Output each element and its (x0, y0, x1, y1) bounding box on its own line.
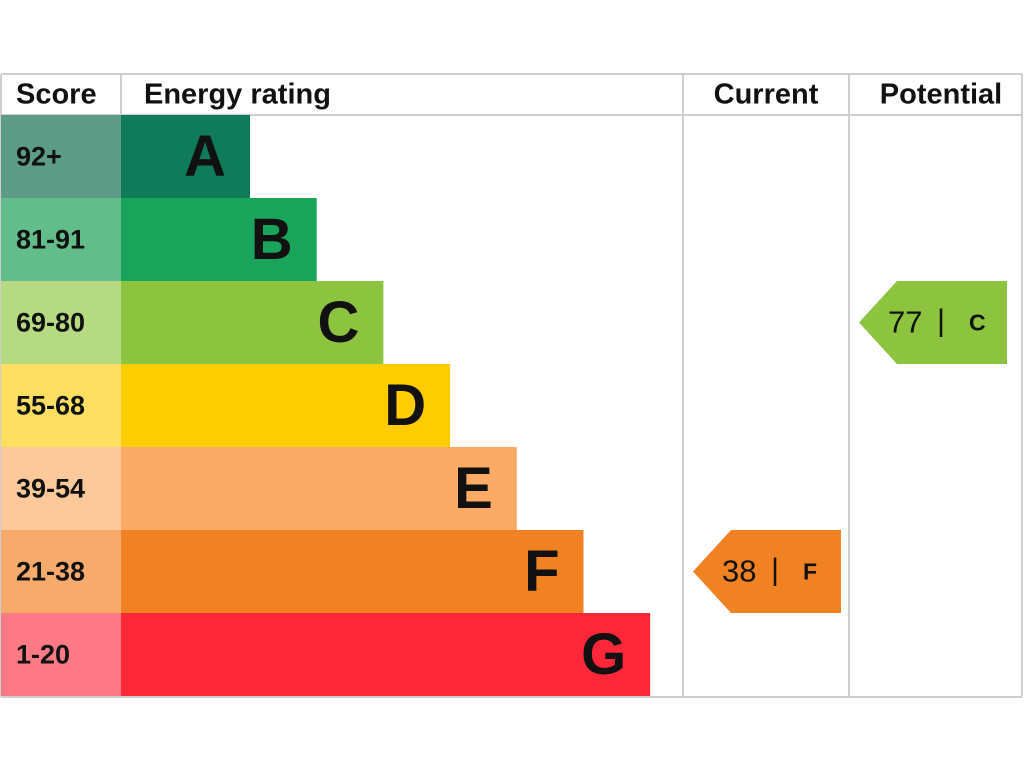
score-cell (1, 447, 121, 530)
potential-arrow (859, 281, 1007, 364)
score-cell (1, 198, 121, 281)
potential-band: C (969, 310, 986, 336)
header-potential: Potential (880, 79, 1002, 111)
score-label: 39-54 (16, 474, 85, 504)
rating-bar (121, 281, 384, 364)
rating-bar (121, 198, 317, 281)
band-letter: F (524, 539, 559, 604)
score-label: 1-20 (16, 640, 70, 670)
score-cell (1, 530, 121, 613)
score-label: 81-91 (16, 225, 85, 255)
band-letter: G (581, 622, 626, 687)
score-cell (1, 281, 121, 364)
rating-bar (121, 447, 517, 530)
score-label: 69-80 (16, 308, 85, 338)
band-letter: C (318, 290, 360, 355)
band-letter: B (251, 207, 293, 272)
potential-separator: | (937, 303, 945, 338)
score-cell (1, 115, 121, 198)
score-cell (1, 613, 121, 696)
header-rating: Energy rating (144, 79, 331, 111)
score-label: 21-38 (16, 557, 85, 587)
current-band: F (803, 559, 817, 585)
score-label: 55-68 (16, 391, 85, 421)
band-letter: E (454, 456, 493, 521)
header-score: Score (16, 79, 97, 111)
rating-bar (121, 364, 451, 447)
current-separator: | (771, 552, 779, 587)
band-letter: D (384, 373, 426, 438)
header-current: Current (714, 79, 819, 111)
rating-bar (121, 115, 250, 198)
score-cell (1, 364, 121, 447)
rating-bar (121, 613, 651, 696)
potential-value: 77 (888, 305, 922, 340)
current-arrow (693, 530, 841, 613)
rating-bar (121, 530, 584, 613)
current-value: 38 (722, 554, 756, 589)
score-label: 92+ (16, 142, 62, 172)
band-letter: A (184, 124, 226, 189)
